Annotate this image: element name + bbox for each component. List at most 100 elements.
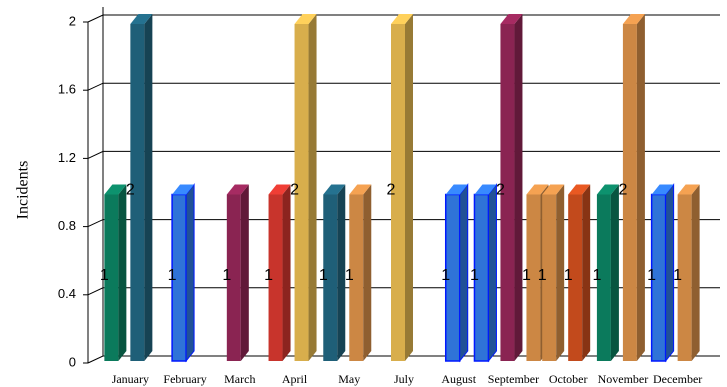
bar-front [500, 24, 515, 361]
bar-top [268, 184, 291, 195]
bar [391, 14, 413, 361]
bar [622, 14, 645, 361]
bar-side [691, 184, 700, 361]
value-label: 1 [345, 267, 354, 284]
x-tick-label: August [441, 372, 476, 386]
value-label: 1 [564, 267, 573, 284]
bar-side [636, 14, 645, 361]
x-tick-label: September [488, 372, 539, 386]
value-label: 1 [222, 267, 231, 284]
value-label: 1 [673, 267, 682, 284]
value-label: 2 [126, 182, 135, 199]
bar-top [323, 184, 346, 195]
x-tick-label: April [282, 372, 308, 386]
bar-top [445, 184, 468, 195]
x-tick-label: December [653, 372, 702, 386]
x-tick-label: November [598, 372, 649, 386]
bar-front [268, 194, 283, 361]
bar-side [610, 184, 619, 361]
bar [568, 184, 591, 361]
value-label: 2 [496, 182, 505, 199]
bar-top [294, 14, 317, 24]
bar-side [514, 14, 523, 361]
y-tick-label: 1.6 [58, 82, 76, 97]
value-label: 1 [319, 267, 328, 284]
bar-front [294, 24, 309, 361]
y-tick-label: 0.8 [58, 218, 76, 233]
value-label: 1 [168, 267, 177, 284]
bar-front [349, 194, 364, 361]
bar [104, 184, 127, 361]
x-tick-label: May [338, 372, 360, 386]
y-tick-label: 1.2 [58, 150, 76, 165]
bar-front [526, 194, 541, 361]
bar [294, 14, 317, 361]
bar-top [622, 14, 645, 24]
bar [542, 184, 565, 361]
bar-top [474, 184, 497, 195]
bar [650, 183, 675, 363]
bar-top [526, 184, 549, 195]
bar [473, 183, 497, 363]
bar-front [596, 194, 611, 361]
bar-front [568, 194, 583, 361]
x-tick-label: February [163, 372, 206, 386]
bar [323, 184, 346, 361]
bar-top [500, 14, 523, 24]
bar-front [677, 194, 692, 361]
bar-side [337, 184, 346, 361]
y-axis-label: Incidents [15, 161, 32, 220]
bar-side [185, 183, 195, 363]
bar-top [349, 184, 372, 195]
bar-front [391, 24, 405, 361]
bar [500, 14, 523, 361]
value-label: 1 [538, 267, 547, 284]
bar-top [391, 14, 413, 24]
bar-side [487, 183, 497, 363]
bar [596, 184, 619, 361]
bar-side [118, 184, 127, 361]
bar [226, 184, 249, 361]
x-tick-label: March [224, 372, 255, 386]
value-label: 2 [387, 182, 396, 199]
bar-side [405, 14, 413, 361]
bar-side [363, 184, 372, 361]
bar-side [282, 184, 291, 361]
value-label: 1 [441, 267, 450, 284]
bar-top [226, 184, 249, 195]
y-tick-label: 0.4 [58, 286, 76, 301]
bar [268, 184, 291, 361]
bar-side [144, 14, 153, 361]
bar-top [542, 184, 565, 195]
value-label: 1 [592, 267, 601, 284]
value-label: 2 [290, 182, 299, 199]
bar [349, 184, 372, 361]
bar-top [651, 184, 674, 195]
x-tick-label: October [549, 372, 588, 386]
bar-front [542, 194, 557, 361]
y-tick-label: 2 [69, 13, 76, 28]
bar-side [582, 184, 591, 361]
bar-top [172, 184, 195, 195]
bar-front [104, 194, 119, 361]
bar-front [226, 194, 241, 361]
bar-top [677, 184, 700, 195]
x-tick-label: January [112, 372, 149, 386]
bar-side [459, 183, 469, 363]
value-label: 1 [100, 267, 109, 284]
bar-front [130, 24, 145, 361]
bar-side [240, 184, 249, 361]
value-label: 1 [647, 267, 656, 284]
value-label: 1 [522, 267, 531, 284]
bar-front [323, 194, 338, 361]
bar-front [622, 24, 637, 361]
bar-top [104, 184, 127, 195]
x-tick-label: July [394, 372, 414, 386]
bar [171, 183, 195, 363]
value-label: 1 [470, 267, 479, 284]
value-label: 2 [618, 182, 627, 199]
bar-side [308, 14, 317, 361]
bar [677, 184, 700, 361]
bar-top [596, 184, 619, 195]
